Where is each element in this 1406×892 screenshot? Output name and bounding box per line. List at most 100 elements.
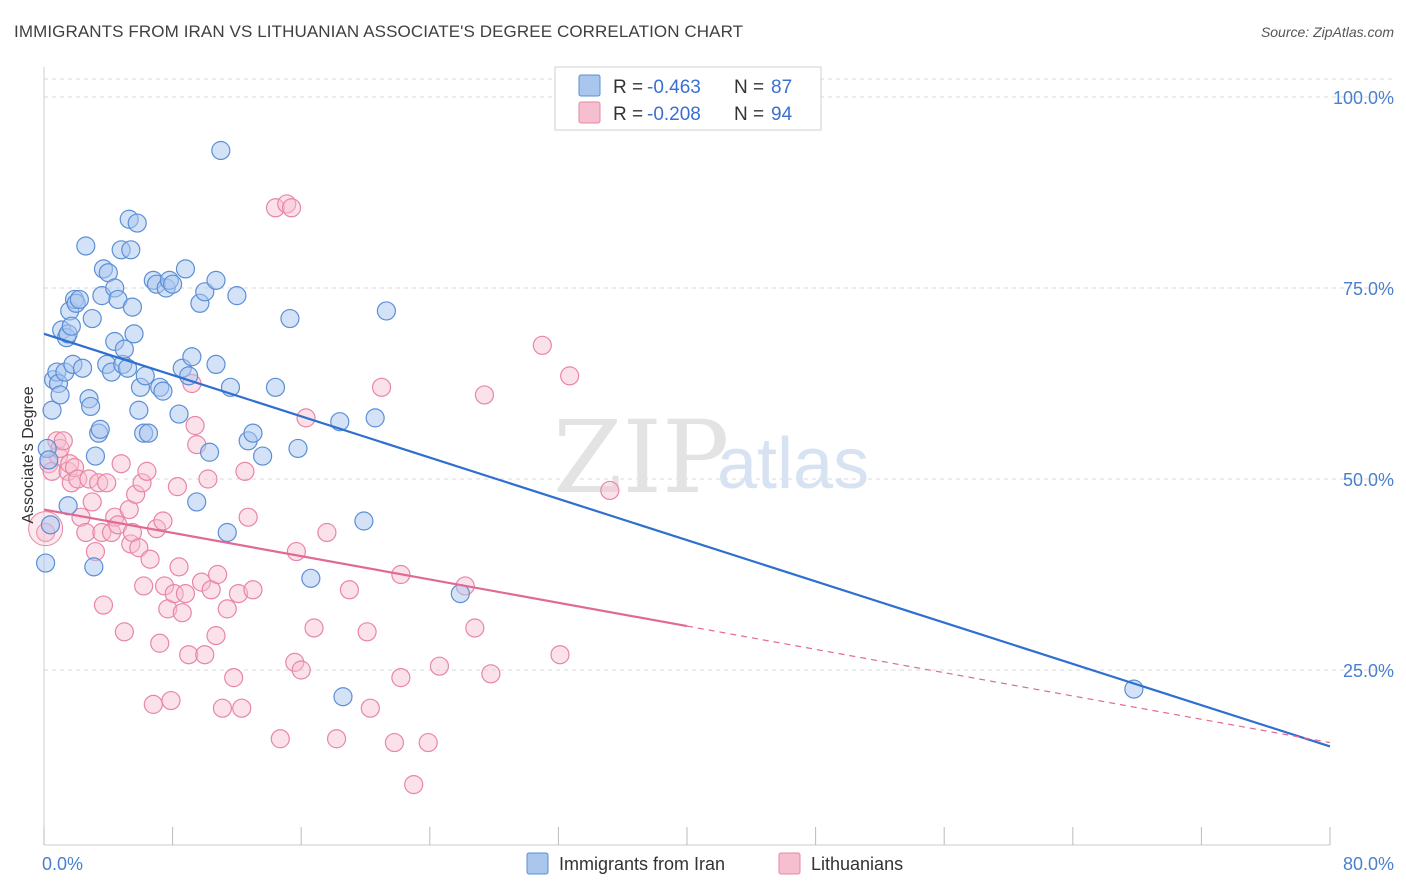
data-point-lithuanians [64,457,85,478]
data-point-iran [211,140,231,161]
data-point-lithuanians [404,774,424,795]
data-point-lithuanians [97,473,117,493]
data-point-iran [179,366,199,386]
series-iran-points [36,140,1144,707]
data-point-lithuanians [101,522,122,543]
data-point-lithuanians [317,522,337,543]
y-tick-labels: 25.0% 50.0% 75.0% 100.0% [1333,88,1394,681]
data-point-iran [40,515,61,535]
data-point-lithuanians [143,694,163,714]
data-point-lithuanians [185,415,205,436]
data-point-lithuanians [326,729,347,749]
data-point-iran [85,446,106,466]
data-point-lithuanians [600,480,620,501]
data-point-lithuanians [224,668,244,688]
data-point-lithuanians [391,668,411,688]
data-point-lithuanians [68,469,88,489]
bottom-legend-swatch-lithuanians [778,852,801,875]
data-point-lithuanians [164,583,184,604]
data-point-iran [135,366,155,386]
data-point-iran [122,297,143,317]
data-point-lithuanians [140,549,160,569]
chart-source: Source: ZipAtlas.com [1260,24,1394,40]
data-point-lithuanians [560,366,580,386]
legend-n-value-lithuanians: 94 [771,104,793,125]
x-tick-label: 0.0% [42,854,83,874]
y-tick-label: 25.0% [1343,661,1394,681]
data-point-lithuanians [92,522,112,543]
data-point-iran [36,553,56,573]
data-point-lithuanians [82,492,102,512]
data-point-lithuanians [206,626,226,646]
data-point-lithuanians [360,698,380,718]
legend-n-value-iran: 87 [771,77,792,98]
trend-line-lithuanians-extrapolated [686,625,1331,744]
legend-r-label-iran: R = [613,77,643,98]
data-point-iran [365,408,385,428]
data-point-lithuanians [243,580,263,600]
data-point-iran [50,385,70,405]
data-point-lithuanians [286,541,306,562]
legend-swatch-iran [578,74,601,97]
data-point-lithuanians [418,732,438,753]
data-point-lithuanians [550,645,570,665]
data-point-iran [39,450,59,470]
legend-n-label-iran: N = [734,77,764,98]
data-point-lithuanians [465,618,485,638]
data-point-iran [72,358,93,378]
data-point-iran [82,308,102,329]
data-point-lithuanians [357,622,377,642]
data-point-iran [227,286,247,306]
data-point-lithuanians [232,698,252,718]
data-point-iran [217,522,237,543]
data-point-iran [69,289,89,310]
data-point-iran [206,270,226,290]
data-point-iran [354,511,374,531]
data-point-iran [114,339,134,359]
data-point-iran [117,358,138,378]
bottom-legend-swatch-iran [526,852,549,875]
data-point-iran [129,400,149,420]
data-point-iran [127,213,147,233]
data-point-lithuanians [281,198,302,218]
data-point-lithuanians [212,698,233,718]
bottom-legend-label-lithuanians: Lithuanians [811,854,903,874]
data-point-lithuanians [114,622,134,642]
watermark: ZIP atlas [553,399,869,516]
data-point-lithuanians [238,507,258,527]
trend-lines [43,332,1331,748]
data-point-lithuanians [154,576,175,596]
data-point-iran [206,354,226,374]
top-legend: R = -0.463 N = 87 R = -0.208 N = 94 [554,66,822,131]
data-point-lithuanians [304,618,324,638]
data-point-iran [199,442,220,462]
data-point-lithuanians [191,572,212,592]
data-point-iran [124,324,144,344]
data-point-lithuanians [179,645,199,665]
data-point-lithuanians [172,603,192,623]
data-point-lithuanians [198,469,218,489]
data-point-lithuanians [371,377,392,397]
x-tick-labels: 0.0% 80.0% [42,854,1394,874]
data-point-lithuanians [429,656,450,676]
data-point-lithuanians [235,461,255,481]
data-point-iran [195,282,215,302]
data-point-iran [163,274,183,294]
bottom-legend-label-iran: Immigrants from Iran [559,854,725,874]
data-point-lithuanians [150,633,170,653]
trend-line-iran [43,332,1331,748]
data-point-iran [182,347,202,367]
legend-r-value-iran: -0.463 [647,77,701,98]
x-tick-label: 80.0% [1343,854,1394,874]
data-point-iran [175,259,196,279]
y-tick-label: 50.0% [1343,470,1394,490]
data-point-lithuanians [532,335,552,355]
data-point-lithuanians [169,557,189,577]
data-point-iran [187,492,207,512]
grid-lines [44,78,1392,671]
data-point-lithuanians [285,652,305,672]
data-point-lithuanians [111,454,131,474]
chart-title: IMMIGRANTS FROM IRAN VS LITHUANIAN ASSOC… [14,22,744,41]
data-point-lithuanians [339,580,360,600]
data-point-lithuanians [167,477,188,497]
